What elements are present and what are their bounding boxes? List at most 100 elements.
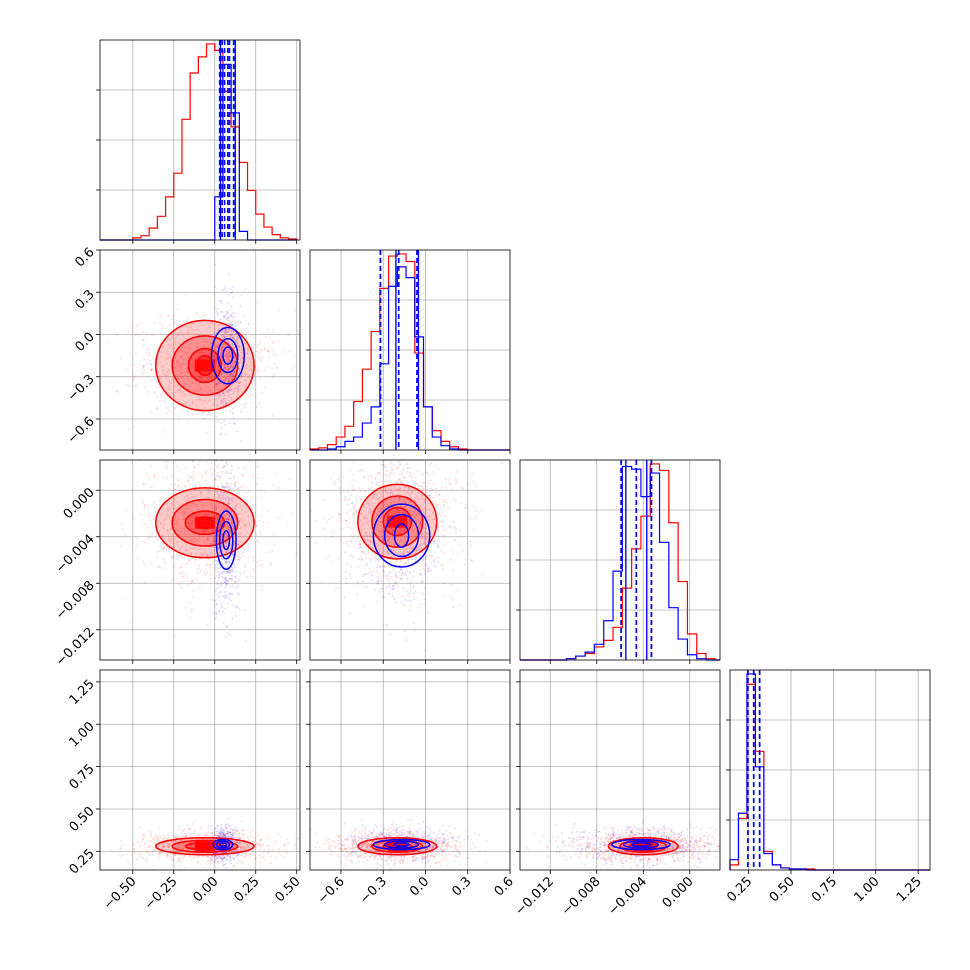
scatter-point [171,314,174,317]
scatter-point [185,341,188,344]
scatter-point [231,372,234,375]
scatter-point [191,399,194,402]
scatter-point [184,485,187,488]
scatter-point [222,288,225,291]
scatter-point [431,488,434,491]
scatter-point [238,832,241,835]
scatter-point [231,375,234,378]
scatter-point [137,853,140,856]
scatter-point [471,472,474,475]
scatter-point [254,515,257,518]
scatter-point [241,473,244,476]
scatter-point [211,834,214,837]
scatter-point [234,387,237,390]
scatter-point [195,512,198,515]
scatter-point [355,498,358,501]
scatter-point [199,491,202,494]
scatter-point [362,580,365,583]
scatter-point [232,832,235,835]
scatter-point [227,526,230,529]
scatter-point [193,819,196,822]
scatter-point [223,835,226,838]
scatter-point [242,829,245,832]
scatter-point [224,317,227,320]
scatter-point [196,328,199,331]
scatter-point [223,834,226,837]
scatter-point [228,328,231,331]
scatter-point [220,483,223,486]
scatter-point [159,400,162,403]
scatter-point [176,388,179,391]
scatter-point [165,340,168,343]
scatter-point [237,467,240,470]
scatter-point [237,842,240,845]
scatter-point [186,329,189,332]
scatter-point [200,339,203,342]
scatter-point [377,506,380,509]
scatter-point [184,433,186,435]
scatter-point [179,370,182,373]
y-tick-label: −0.004 [53,532,98,577]
scatter-point [231,411,234,414]
scatter-point [386,550,389,553]
scatter-point [234,369,237,372]
scatter-point [166,450,168,452]
scatter-point [352,505,355,508]
scatter-point [235,829,238,832]
scatter-point [226,524,229,527]
scatter-point [267,348,270,351]
scatter-point [240,457,242,459]
scatter-point [227,528,230,531]
scatter-point [411,476,414,479]
scatter-point [192,381,195,384]
scatter-point [203,531,206,534]
scatter-point [183,847,186,850]
scatter-point [390,549,393,552]
scatter-point [378,550,381,553]
scatter-point [449,558,452,561]
scatter-point [197,354,200,357]
scatter-point [220,485,223,488]
scatter-point [146,362,149,365]
scatter-point [237,854,240,857]
scatter-point [197,834,200,837]
scatter-point [229,488,232,491]
scatter-point [222,452,224,454]
scatter-point [261,521,264,524]
scatter-point [231,286,234,289]
scatter-point [229,828,232,831]
scatter-point [216,856,219,859]
scatter-point [182,343,185,346]
scatter-point [125,853,128,856]
scatter-point [130,324,133,327]
scatter-point [288,350,291,353]
scatter-point [170,507,173,510]
scatter-point [229,529,232,532]
scatter-point [229,364,232,367]
scatter-point [229,355,232,358]
scatter-point [373,560,376,563]
scatter-point [224,851,227,854]
scatter-point [219,476,222,479]
scatter-point [419,544,422,547]
scatter-point [224,581,227,584]
scatter-point [398,478,401,481]
scatter-point [232,338,235,341]
scatter-point [203,399,206,402]
scatter-point [182,576,185,579]
scatter-point [215,603,218,606]
scatter-point [239,844,242,847]
scatter-point [245,853,248,856]
scatter-point [228,572,231,575]
scatter-point [231,500,234,503]
scatter-point [163,364,166,367]
scatter-point [241,408,244,411]
scatter-point [176,845,179,848]
scatter-point [375,542,378,545]
scatter-point [183,532,186,535]
scatter-point [226,354,229,357]
scatter-point [271,414,274,417]
scatter-point [206,504,209,507]
scatter-point [230,314,233,317]
scatter-point [411,512,414,515]
